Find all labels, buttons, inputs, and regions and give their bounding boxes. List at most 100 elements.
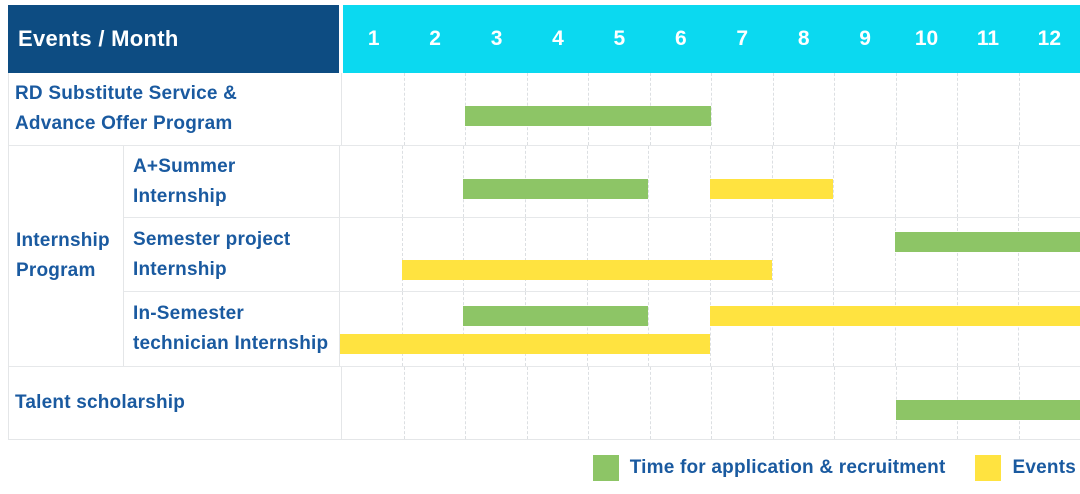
month-label: 6 [674,27,687,50]
row-label-line: Talent scholarship [15,392,186,413]
month-label: 10 [914,27,939,50]
month-header-strip: 1 2 3 4 5 6 7 8 9 10 11 12 [343,5,1080,73]
timeline-semester-project [340,218,1080,291]
month-gridline [401,218,403,291]
group-label-line: Program [16,260,96,281]
row-rd-substitute: RD Substitute Service & Advance Offer Pr… [9,73,1080,146]
application-color-swatch [592,455,619,481]
header-divider [339,5,343,73]
month-gridline [771,218,773,291]
header-row: Events / Month 1 2 3 4 5 6 7 8 9 10 11 12 [8,5,1080,73]
row-label: Talent scholarship [9,367,342,439]
month-label: 4 [552,27,564,50]
row-label: A+Summer Internship [124,146,340,217]
gantt-chart: Events / Month 1 2 3 4 5 6 7 8 9 10 11 12 RD Substi… [8,5,1080,440]
legend-label: Time for application & recruitment [629,457,946,478]
month-gridline [771,292,773,366]
month-gridline [586,292,588,366]
events-month-header-cell: Events / Month [8,5,339,73]
month-label: 8 [797,27,810,50]
month-gridline [465,367,466,439]
month-gridline [895,73,897,145]
events-month-header-label: Events / Month [18,26,179,51]
month-label: 11 [976,27,1000,50]
month-gridline [772,367,774,439]
month-label: 7 [736,27,749,50]
gantt-body: RD Substitute Service & Advance Offer Pr… [8,73,1080,440]
row-label-line: Advance Offer Program [15,113,233,134]
month-gridline [525,292,526,366]
timeline-talent-scholarship [342,367,1080,439]
row-label-line: RD Substitute Service & [15,83,238,104]
row-label-line: technician Internship [133,333,329,354]
gantt-bar-application [463,306,649,326]
month-gridline [1018,73,1020,145]
gantt-bar-application [895,400,1080,420]
timeline-in-semester-technician [340,292,1080,366]
legend-item-events: Events [975,455,1076,481]
row-a-plus-summer: A+Summer Internship [124,146,1080,218]
month-gridline [525,218,526,291]
month-gridline [956,146,958,217]
gantt-bar-event [710,179,834,199]
month-gridline [526,367,528,439]
month-gridline [833,146,835,217]
row-label: RD Substitute Service & Advance Offer Pr… [9,73,342,145]
month-gridline [772,73,774,145]
month-gridline [401,146,403,217]
row-label: In-Semester technician Internship [124,292,340,366]
month-gridline [895,292,896,366]
month-gridline [956,218,958,291]
gantt-bar-application [895,232,1080,252]
gantt-bar-event [340,334,710,354]
group-label-line: Internship [16,230,110,251]
month-gridline [1018,292,1020,366]
row-label: Semester project Internship [124,218,340,291]
month-gridline [463,292,465,366]
month-label: 12 [1037,27,1062,50]
timeline-rd-substitute [342,73,1080,145]
legend: Time for application & recruitment Event… [0,455,1080,481]
row-label-line: Semester project [133,228,291,250]
month-gridline [586,218,588,291]
row-label-line: A+Summer [133,155,236,177]
month-gridline [710,292,711,366]
group-label: Internship Program [9,146,124,366]
month-gridline [833,292,835,366]
month-gridline [401,292,403,366]
month-gridline [956,292,958,366]
month-gridline [834,73,835,145]
legend-item-application: Time for application & recruitment [592,455,946,481]
month-gridline [403,367,405,439]
month-gridline [710,218,711,291]
gantt-bar-application [463,179,649,199]
month-gridline [711,73,712,145]
row-label-line: Internship [133,185,227,207]
month-gridline [463,218,465,291]
month-label: 1 [367,27,380,50]
gantt-bar-event [710,306,1080,326]
row-label-line: Internship [133,258,227,280]
row-semester-project: Semester project Internship [124,218,1080,292]
row-talent-scholarship: Talent scholarship [9,367,1080,439]
month-label: 5 [613,27,626,50]
month-gridline [833,218,835,291]
month-gridline [1018,146,1020,217]
month-gridline [648,218,650,291]
month-label: 9 [859,27,871,50]
month-gridline [1018,218,1020,291]
events-color-swatch [975,455,1002,481]
row-in-semester-technician: In-Semester technician Internship [124,292,1080,366]
month-gridline [895,146,896,217]
timeline-a-plus-summer [340,146,1080,217]
month-gridline [648,292,650,366]
month-gridline [648,146,650,217]
gantt-bar-application [465,106,711,126]
group-rows: A+Summer Internship Semester project Int… [124,146,1080,366]
month-label: 3 [490,27,503,50]
month-gridline [957,73,958,145]
month-gridline [834,367,835,439]
month-gridline [588,367,589,439]
month-gridline [403,73,405,145]
row-label-line: In-Semester [133,303,244,324]
